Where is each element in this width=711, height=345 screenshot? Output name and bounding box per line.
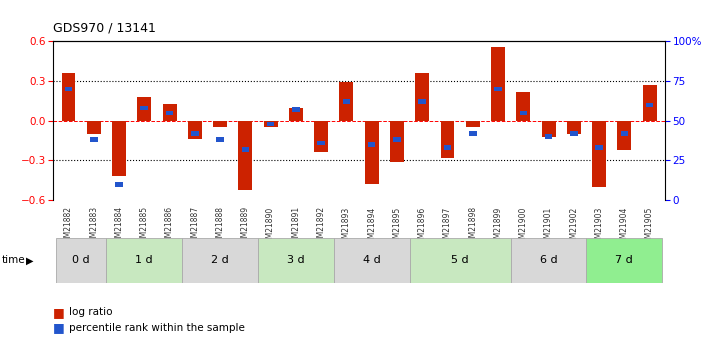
Bar (520, 110, 527, 115)
Bar (188, 121, 202, 139)
Bar (343, 99, 351, 104)
Bar (441, 121, 454, 158)
Bar (510, 238, 587, 283)
Bar (289, 108, 303, 121)
Bar (258, 238, 333, 283)
Bar (314, 121, 328, 152)
Bar (56, 238, 107, 283)
Bar (166, 110, 173, 115)
Bar (621, 131, 628, 136)
Bar (115, 182, 123, 187)
Bar (333, 238, 410, 283)
Text: ■: ■ (53, 306, 65, 319)
Bar (542, 121, 555, 137)
Bar (317, 141, 325, 145)
Bar (339, 82, 353, 121)
Bar (238, 121, 252, 189)
Bar (365, 121, 379, 184)
Text: 4 d: 4 d (363, 256, 380, 265)
Bar (163, 104, 176, 121)
Bar (494, 87, 502, 91)
Bar (62, 73, 75, 121)
Bar (595, 145, 603, 150)
Text: 3 d: 3 d (287, 256, 305, 265)
Bar (617, 121, 631, 150)
Bar (216, 137, 224, 142)
Bar (643, 85, 656, 121)
Bar (191, 131, 198, 136)
Bar (545, 134, 552, 139)
Bar (264, 121, 277, 127)
Bar (410, 238, 510, 283)
Text: 0 d: 0 d (73, 256, 90, 265)
Bar (65, 87, 73, 91)
Text: ▶: ▶ (26, 256, 34, 265)
Bar (415, 73, 429, 121)
Bar (469, 131, 476, 136)
Bar (390, 121, 404, 162)
Bar (107, 238, 182, 283)
Bar (182, 238, 258, 283)
Bar (587, 238, 662, 283)
Text: time: time (2, 256, 26, 265)
Bar (444, 145, 451, 150)
Text: percentile rank within the sample: percentile rank within the sample (69, 323, 245, 333)
Text: 7 d: 7 d (616, 256, 634, 265)
Bar (267, 121, 274, 126)
Bar (213, 121, 227, 127)
Bar (491, 47, 505, 121)
Bar (242, 147, 249, 152)
Bar (419, 99, 426, 104)
Bar (292, 107, 299, 112)
Text: log ratio: log ratio (69, 307, 112, 317)
Text: 6 d: 6 d (540, 256, 557, 265)
Bar (137, 97, 151, 121)
Text: 5 d: 5 d (451, 256, 469, 265)
Bar (141, 106, 148, 110)
Bar (393, 137, 401, 142)
Bar (567, 121, 581, 134)
Bar (368, 142, 375, 147)
Text: ■: ■ (53, 321, 65, 334)
Bar (646, 102, 653, 107)
Text: 2 d: 2 d (211, 256, 229, 265)
Bar (90, 137, 97, 142)
Text: GDS970 / 13141: GDS970 / 13141 (53, 21, 156, 34)
Bar (87, 121, 101, 134)
Bar (570, 131, 577, 136)
Bar (112, 121, 126, 176)
Bar (516, 92, 530, 121)
Bar (466, 121, 480, 127)
Bar (592, 121, 606, 187)
Text: 1 d: 1 d (136, 256, 153, 265)
